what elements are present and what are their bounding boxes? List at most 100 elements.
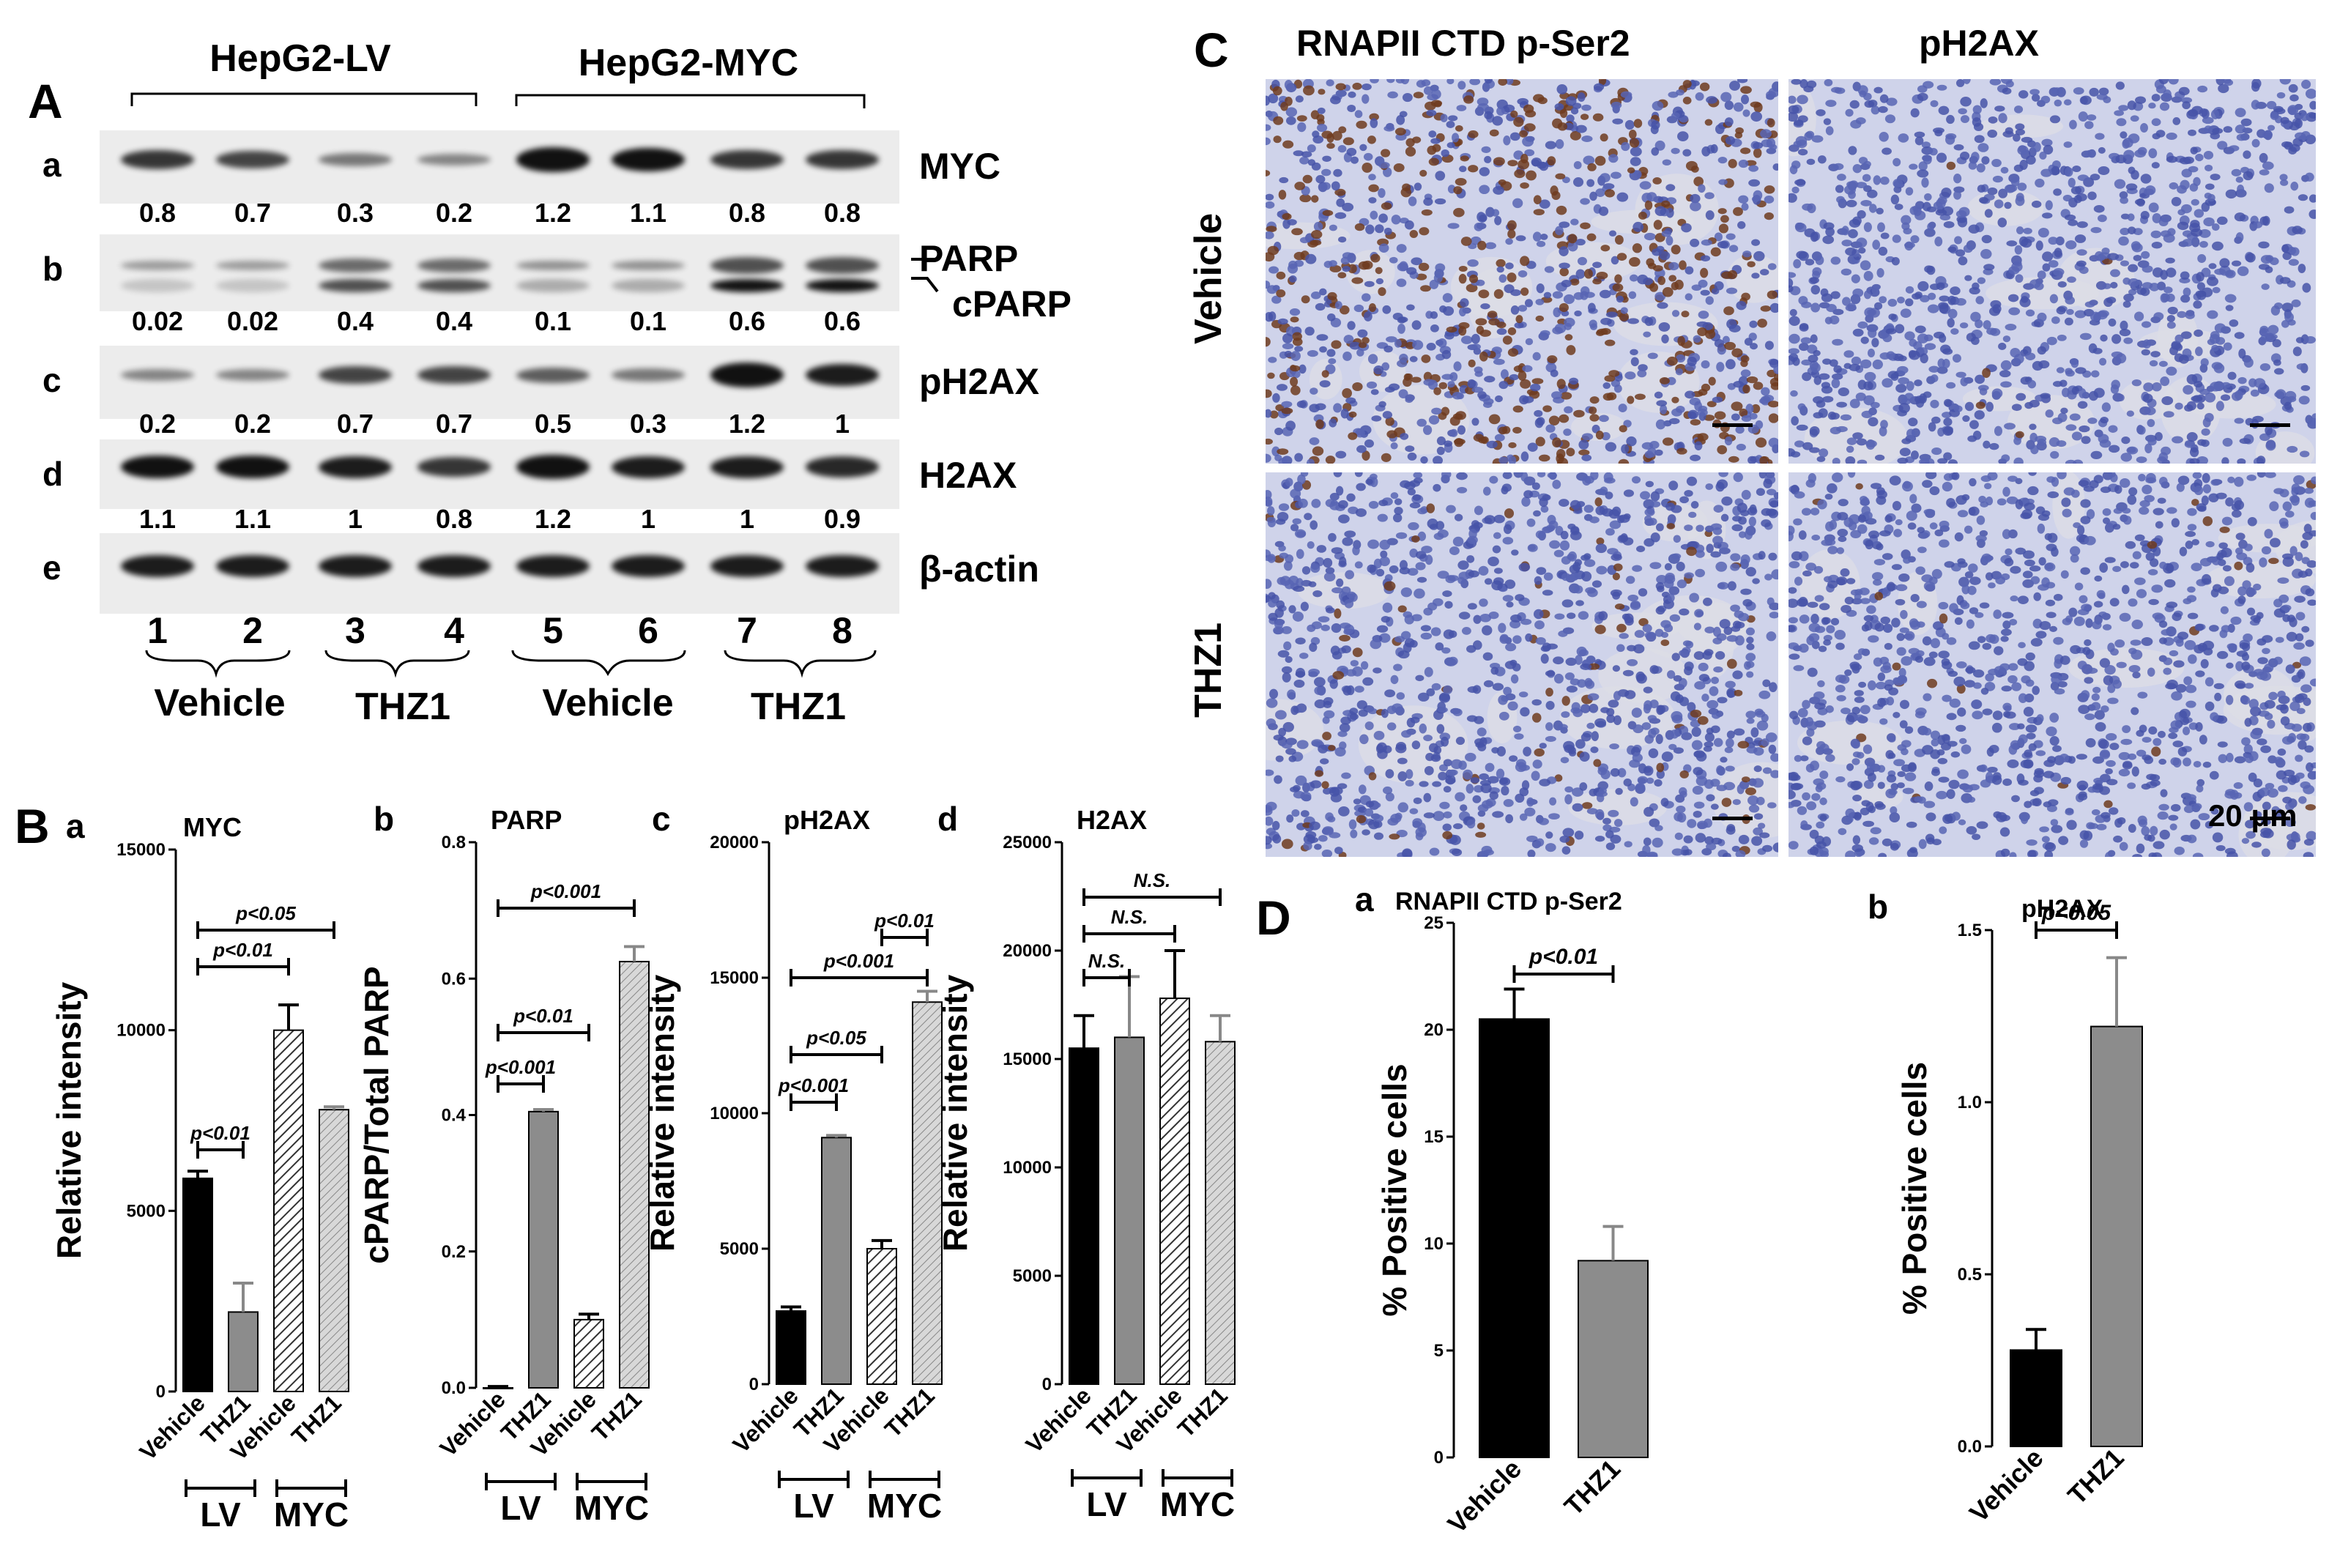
blot-band bbox=[806, 278, 879, 292]
blot-quant-value: 0.2 bbox=[435, 198, 473, 228]
p-value-label: p<0.01 bbox=[212, 939, 273, 961]
y-tick-label: 5 bbox=[1434, 1341, 1444, 1361]
blot-band bbox=[121, 555, 194, 577]
lane-number: 1 bbox=[147, 610, 168, 651]
treatment-thz1-lv: THZ1 bbox=[355, 685, 450, 728]
blot-quant-value: 0.6 bbox=[823, 306, 861, 336]
y-tick-label: 5000 bbox=[720, 1239, 759, 1259]
blot-quant-value: 1.1 bbox=[138, 504, 177, 534]
scale-bar bbox=[2250, 817, 2290, 820]
lane-number: 4 bbox=[444, 610, 464, 651]
y-tick-label: 0.6 bbox=[442, 969, 466, 989]
blot-band bbox=[710, 257, 784, 274]
scale-bar bbox=[1712, 817, 1753, 820]
y-axis-label: Relative intensity bbox=[50, 981, 88, 1259]
blot-band bbox=[417, 154, 491, 166]
p-value-label: p<0.001 bbox=[823, 950, 894, 972]
bar bbox=[776, 1310, 806, 1385]
blot-band bbox=[806, 149, 879, 170]
y-tick-label: 5000 bbox=[1013, 1266, 1052, 1286]
bar bbox=[866, 1248, 897, 1385]
scale-bar bbox=[1712, 423, 1753, 427]
blot-band bbox=[612, 278, 685, 292]
chart-title: pH2AX bbox=[784, 805, 870, 835]
y-axis-label: cPARP/Total PARP bbox=[357, 966, 395, 1263]
blot-band bbox=[516, 260, 590, 271]
p-value-label: p<0.05 bbox=[2041, 901, 2112, 925]
panel-c-letter: C bbox=[1194, 23, 1229, 77]
y-tick-label: 1.0 bbox=[1958, 1093, 1982, 1112]
scale-bar bbox=[2250, 423, 2290, 427]
blot-band bbox=[319, 258, 392, 273]
p-value-label: p<0.001 bbox=[778, 1074, 849, 1096]
y-tick-label: 25000 bbox=[1003, 833, 1052, 852]
blot-protein-label: H2AX bbox=[919, 455, 1017, 496]
y-axis-label: % Positive cells bbox=[1375, 1063, 1414, 1316]
blot-protein-label-cparp: cPARP bbox=[952, 283, 1072, 324]
y-tick-label: 15000 bbox=[1003, 1049, 1052, 1069]
lane-number: 2 bbox=[242, 610, 263, 651]
bar bbox=[2090, 1025, 2143, 1448]
blot-band bbox=[516, 555, 590, 577]
y-tick-label: 15 bbox=[1424, 1127, 1444, 1147]
blot-band bbox=[612, 148, 685, 171]
blot-quant-value: 0.3 bbox=[629, 409, 667, 439]
group-brackets-top bbox=[130, 92, 866, 108]
blot-quant-value: 0.4 bbox=[435, 306, 473, 336]
bar bbox=[619, 960, 650, 1389]
category-label: THZ1 bbox=[286, 1389, 346, 1449]
blot-quant-value: 0.8 bbox=[138, 198, 177, 228]
bar-chart-a: RNAPII CTD p-Ser2 a 0 5 10 15 20 25 % Positive c… bbox=[1355, 880, 1649, 1539]
blot-band bbox=[612, 368, 685, 382]
micrograph-thz1-ph2ax bbox=[1788, 472, 2316, 857]
blot-band bbox=[806, 257, 879, 274]
panel-d-letter: D bbox=[1256, 891, 1291, 945]
blot-protein-label: PARP bbox=[919, 238, 1019, 279]
group-label-hepg2-myc: HepG2-MYC bbox=[578, 42, 799, 84]
blot-band bbox=[319, 456, 392, 478]
y-tick-label: 10000 bbox=[116, 1021, 166, 1041]
bar bbox=[573, 1318, 604, 1389]
y-tick-label: 20000 bbox=[710, 833, 759, 852]
bar bbox=[1069, 1047, 1099, 1385]
treatment-vehicle-myc: Vehicle bbox=[542, 682, 674, 724]
y-tick-label: 5000 bbox=[127, 1201, 166, 1221]
blot-quant-value: 0.02 bbox=[226, 306, 279, 336]
y-tick-label: 1.5 bbox=[1958, 921, 1982, 940]
blot-band bbox=[121, 278, 194, 292]
blot-quant-value: 0.4 bbox=[336, 306, 374, 336]
blot-row-letter: a bbox=[42, 146, 62, 184]
blot-band bbox=[319, 153, 392, 166]
blot-band bbox=[121, 369, 194, 381]
row-label-thz1: THZ1 bbox=[1187, 623, 1230, 718]
bar bbox=[528, 1110, 559, 1389]
blot-quant-value: 1.2 bbox=[534, 504, 572, 534]
blot-protein-label: pH2AX bbox=[919, 361, 1039, 402]
p-value-label: p<0.001 bbox=[485, 1056, 556, 1078]
group-label: MYC bbox=[574, 1489, 649, 1527]
blot-band bbox=[216, 555, 289, 577]
bar bbox=[821, 1137, 852, 1385]
blot-band bbox=[710, 278, 784, 292]
blot-protein-label: MYC bbox=[919, 146, 1001, 187]
y-tick-label: 10000 bbox=[1003, 1158, 1052, 1178]
blot-band bbox=[417, 278, 491, 292]
group-label: LV bbox=[200, 1495, 241, 1534]
blot-band bbox=[516, 147, 590, 172]
blot-band bbox=[121, 149, 194, 170]
blot-band bbox=[516, 278, 590, 292]
chart-title: PARP bbox=[491, 805, 562, 835]
treatment-brackets bbox=[145, 650, 877, 678]
y-tick-label: 0 bbox=[1434, 1448, 1444, 1468]
blot-quant-value: 1 bbox=[347, 504, 363, 534]
group-label: MYC bbox=[867, 1487, 942, 1525]
group-label: MYC bbox=[1160, 1485, 1235, 1523]
p-value-label: N.S. bbox=[1088, 950, 1126, 972]
blot-band bbox=[710, 363, 784, 387]
bar-chart-d: H2AX d 0 5000 10000 15000 20000 25000 Relative i… bbox=[936, 800, 1236, 1523]
y-tick-label: 15000 bbox=[116, 840, 166, 860]
blot-band bbox=[319, 555, 392, 577]
